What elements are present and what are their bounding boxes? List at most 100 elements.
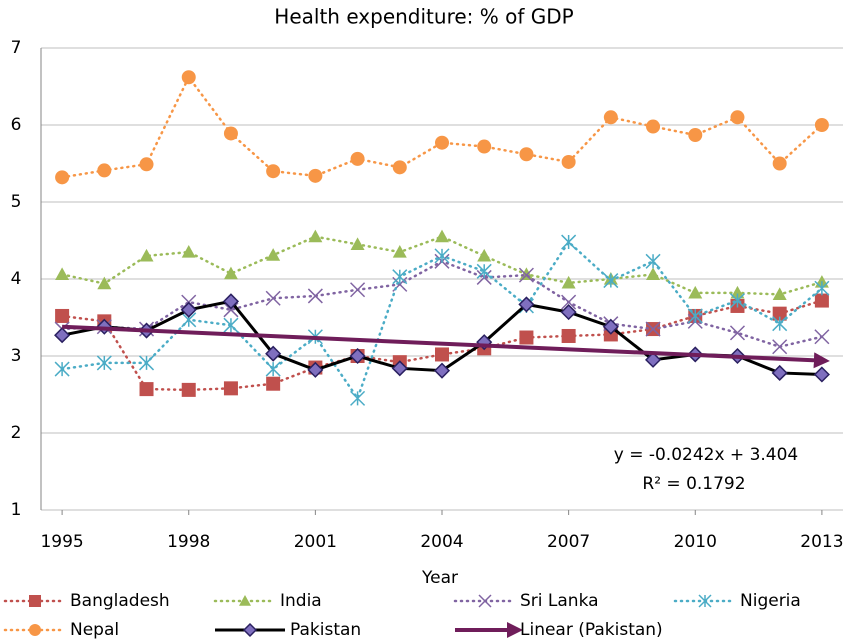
marker xyxy=(772,306,787,321)
marker xyxy=(307,288,323,304)
marker xyxy=(97,163,112,178)
marker xyxy=(392,160,407,175)
y-tick-label: 4 xyxy=(11,269,22,289)
marker xyxy=(771,364,788,382)
marker xyxy=(265,290,281,306)
marker xyxy=(561,294,577,310)
marker xyxy=(772,287,787,300)
marker xyxy=(181,70,196,85)
marker xyxy=(730,285,745,299)
marker xyxy=(96,355,112,371)
series-line xyxy=(60,235,824,296)
marker xyxy=(772,316,788,332)
marker xyxy=(814,280,830,296)
marker xyxy=(29,624,41,636)
series-line xyxy=(62,324,830,369)
marker xyxy=(307,361,324,378)
marker xyxy=(560,304,577,321)
marker xyxy=(646,119,661,134)
marker xyxy=(55,170,70,185)
marker xyxy=(644,351,662,368)
marker xyxy=(814,293,829,308)
marker xyxy=(477,248,492,262)
legend-label: Sri Lanka xyxy=(520,591,599,611)
x-tick-label: 2013 xyxy=(800,532,843,552)
legend-label: Nepal xyxy=(70,620,119,640)
marker xyxy=(434,248,450,264)
y-tick-label: 6 xyxy=(11,115,22,135)
marker xyxy=(222,293,240,310)
marker xyxy=(603,110,618,125)
marker xyxy=(139,157,154,172)
marker xyxy=(54,327,71,344)
marker xyxy=(772,156,787,171)
marker xyxy=(688,128,703,143)
marker xyxy=(435,347,449,362)
marker xyxy=(180,301,197,318)
y-tick-label: 5 xyxy=(11,192,22,212)
marker xyxy=(392,269,408,285)
marker xyxy=(698,594,712,608)
series-line xyxy=(60,74,824,179)
marker xyxy=(688,285,703,299)
marker xyxy=(54,361,70,377)
chart-title: Health expenditure: % of GDP xyxy=(274,5,573,29)
marker xyxy=(223,266,238,280)
marker xyxy=(29,595,41,607)
marker xyxy=(181,382,196,397)
marker xyxy=(814,329,830,345)
y-tick-label: 2 xyxy=(11,423,22,443)
marker xyxy=(603,273,619,289)
marker xyxy=(139,382,154,397)
marker xyxy=(350,282,366,298)
x-tick-label: 1998 xyxy=(167,532,210,552)
legend-label: Pakistan xyxy=(290,620,361,640)
marker xyxy=(518,267,534,283)
marker xyxy=(435,229,449,243)
y-tick-label: 7 xyxy=(11,38,22,58)
marker xyxy=(433,362,451,379)
marker xyxy=(476,263,492,279)
marker xyxy=(55,267,70,280)
marker xyxy=(138,355,155,371)
x-tick-label: 2010 xyxy=(674,532,717,552)
marker xyxy=(435,135,449,150)
marker xyxy=(242,622,258,638)
marker xyxy=(350,390,366,406)
legend-label: Nigeria xyxy=(740,591,801,611)
marker xyxy=(561,234,577,250)
marker xyxy=(602,318,619,335)
marker xyxy=(518,296,535,313)
marker xyxy=(813,366,830,383)
marker xyxy=(814,118,829,132)
marker xyxy=(561,328,576,343)
marker xyxy=(519,267,534,280)
y-tick-label: 3 xyxy=(11,346,22,366)
marker xyxy=(519,330,534,345)
x-tick-label: 2007 xyxy=(547,532,590,552)
marker xyxy=(687,308,703,324)
marker xyxy=(55,308,70,323)
marker xyxy=(645,321,661,337)
marker xyxy=(561,154,576,169)
x-tick-label: 2001 xyxy=(294,532,337,552)
trend-equation: y = -0.0242x + 3.404 xyxy=(614,445,799,465)
legend-label: India xyxy=(280,591,322,611)
marker xyxy=(519,147,534,162)
marker xyxy=(730,110,745,125)
marker xyxy=(266,248,281,261)
marker xyxy=(392,245,407,258)
marker xyxy=(266,376,281,391)
x-tick-label: 1995 xyxy=(40,532,83,552)
x-tick-label: 2004 xyxy=(420,532,463,552)
y-tick-label: 1 xyxy=(11,500,22,520)
marker xyxy=(266,164,281,179)
trend-r2: R² = 0.1792 xyxy=(642,474,745,494)
marker xyxy=(772,339,788,355)
marker xyxy=(729,325,746,341)
marker xyxy=(308,229,323,243)
marker xyxy=(561,275,576,289)
legend-label: Bangladesh xyxy=(70,591,170,611)
marker xyxy=(223,317,239,333)
marker xyxy=(350,237,365,250)
